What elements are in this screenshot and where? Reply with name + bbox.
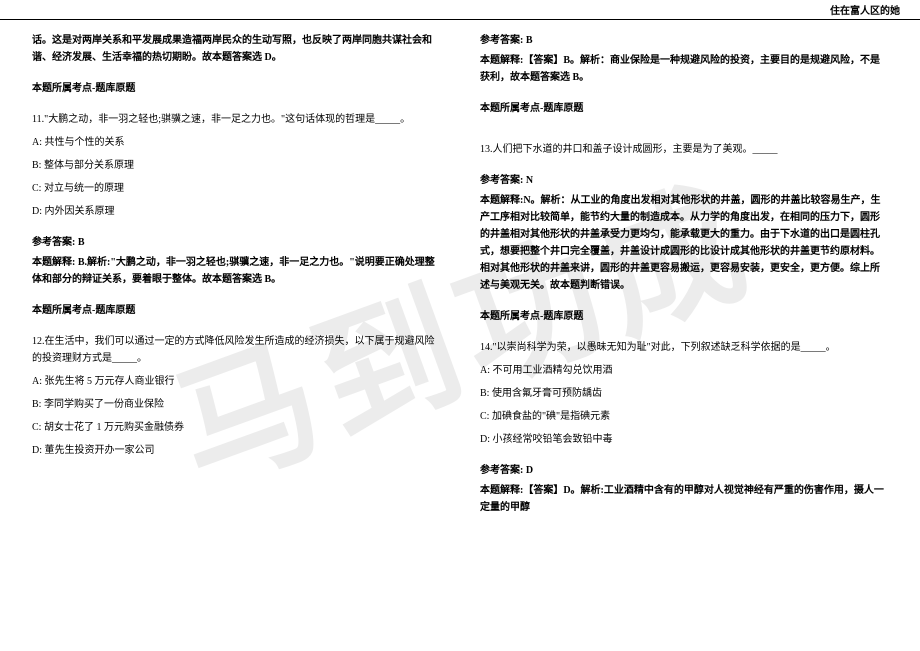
q11-option-a: A: 共性与个性的关系 xyxy=(32,134,440,151)
q14-answer-explain: 本题解释:【答案】D。解析:工业酒精中含有的甲醇对人视觉神经有严重的伤害作用，摄… xyxy=(480,482,888,516)
q11-option-d: D: 内外因关系原理 xyxy=(32,203,440,220)
q12-stem: 12.在生活中，我们可以通过一定的方式降低风险发生所造成的经济损失，以下属于规避… xyxy=(32,333,440,367)
q13-answer-label: 参考答案: N xyxy=(480,172,888,189)
q10-points: 本题所属考点-题库原题 xyxy=(32,80,440,97)
q12-option-b: B: 李同学购买了一份商业保险 xyxy=(32,396,440,413)
page-header-right: 住在富人区的她 xyxy=(0,0,920,20)
q12-option-d: D: 董先生投资开办一家公司 xyxy=(32,442,440,459)
q12-points: 本题所属考点-题库原题 xyxy=(480,100,888,117)
q11-answer-label: 参考答案: B xyxy=(32,234,440,251)
q14-answer-label: 参考答案: D xyxy=(480,462,888,479)
q12-answer-label: 参考答案: B xyxy=(480,32,888,49)
q13-answer-explain: 本题解释:N。解析：从工业的角度出发相对其他形状的井盖，圆形的井盖比较容易生产，… xyxy=(480,192,888,294)
page-content: 话。这是对两岸关系和平发展成果造福两岸民众的生动写照，也反映了两岸同胞共谋社会和… xyxy=(0,24,920,538)
q12-option-c: C: 胡女士花了 1 万元购买金融债券 xyxy=(32,419,440,436)
q10-tail-text: 话。这是对两岸关系和平发展成果造福两岸民众的生动写照，也反映了两岸同胞共谋社会和… xyxy=(32,32,440,66)
q14-option-a: A: 不可用工业酒精勾兑饮用酒 xyxy=(480,362,888,379)
q11-option-c: C: 对立与统一的原理 xyxy=(32,180,440,197)
q14-option-d: D: 小孩经常咬铅笔会致铅中毒 xyxy=(480,431,888,448)
q12-answer-explain: 本题解释:【答案】B。解析：商业保险是一种规避风险的投资，主要目的是规避风险，不… xyxy=(480,52,888,86)
q11-option-b: B: 整体与部分关系原理 xyxy=(32,157,440,174)
right-column: 参考答案: B 本题解释:【答案】B。解析：商业保险是一种规避风险的投资，主要目… xyxy=(460,32,900,530)
q13-stem: 13.人们把下水道的井口和盖子设计成圆形，主要是为了美观。_____ xyxy=(480,141,888,158)
q14-stem: 14."以崇尚科学为荣，以愚昧无知为耻"对此，下列叙述缺乏科学依据的是_____… xyxy=(480,339,888,356)
left-column: 话。这是对两岸关系和平发展成果造福两岸民众的生动写照，也反映了两岸同胞共谋社会和… xyxy=(20,32,460,530)
q11-stem: 11."大鹏之动，非一羽之轻也;骐骥之速，非一足之力也。"这句话体现的哲理是__… xyxy=(32,111,440,128)
q12-option-a: A: 张先生将 5 万元存人商业银行 xyxy=(32,373,440,390)
q14-option-b: B: 使用含氟牙膏可预防龋齿 xyxy=(480,385,888,402)
q13-points: 本题所属考点-题库原题 xyxy=(480,308,888,325)
q11-points: 本题所属考点-题库原题 xyxy=(32,302,440,319)
q14-option-c: C: 加碘食盐的"碘"是指碘元素 xyxy=(480,408,888,425)
q11-answer-explain: 本题解释: B.解析:"大鹏之动，非一羽之轻也;骐骥之速，非一足之力也。"说明要… xyxy=(32,254,440,288)
